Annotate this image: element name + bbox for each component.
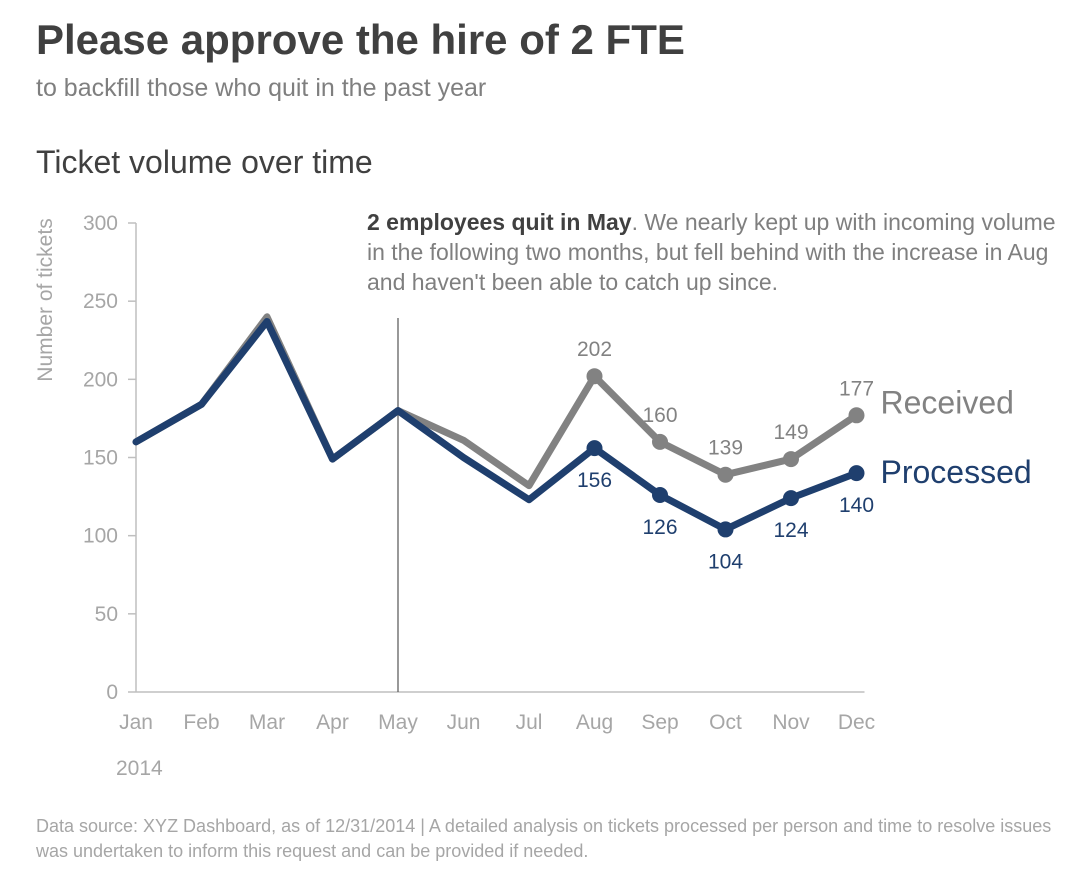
x-tick-label: Aug: [576, 711, 613, 734]
processed-value-label: 124: [773, 519, 808, 542]
y-tick-label: 50: [95, 603, 118, 626]
y-axis: 0 50 100 150 200 250 300 Number of tickets: [34, 212, 137, 704]
x-tick-label: Jun: [447, 711, 481, 734]
y-tick-label: 0: [106, 681, 118, 704]
x-tick-label: Feb: [183, 711, 219, 734]
processed-point: [717, 521, 734, 538]
received-series-line: [132, 313, 860, 490]
received-point: [848, 407, 865, 424]
y-tick-label: 300: [83, 212, 118, 235]
headline: Please approve the hire of 2 FTE: [36, 16, 685, 63]
annotation-text: . We nearly kept up with incoming volume…: [367, 209, 1056, 295]
received-value-label: 177: [839, 377, 874, 400]
series-lines: [132, 313, 865, 538]
y-tick-label: 150: [83, 447, 118, 470]
processed-value-label: 126: [642, 516, 677, 539]
x-axis: Jan Feb Mar Apr May Jun Jul Aug Sep Oct Nov Dec 2014: [116, 318, 875, 780]
subheadline: to backfill those who quit in the past y…: [36, 74, 487, 102]
y-axis-title: Number of tickets: [34, 218, 57, 381]
x-tick-label: Nov: [772, 711, 810, 734]
y-tick-label: 250: [83, 290, 118, 313]
data-source-footnote: Data source: XYZ Dashboard, as of 12/31/…: [36, 816, 1052, 861]
y-tick-label: 200: [83, 368, 118, 391]
received-value-label: 139: [708, 437, 743, 460]
x-tick-label: Apr: [316, 711, 349, 734]
processed-point: [783, 490, 799, 507]
processed-point: [652, 487, 668, 504]
processed-series-line: [132, 317, 860, 533]
x-tick-label: Oct: [709, 711, 742, 734]
processed-series-label: Processed: [881, 454, 1032, 490]
chart-annotation: 2 employees quit in May. We nearly kept …: [367, 207, 1067, 297]
received-value-label: 160: [642, 404, 677, 427]
received-series-label: Received: [881, 384, 1014, 420]
processed-point: [586, 440, 603, 457]
annotation-bold-text: 2 employees quit in May: [367, 209, 632, 235]
data-labels: 202 160 139 149 177 Received 156 126 104 124 140 Pr…: [577, 338, 1032, 573]
x-tick-label: Dec: [838, 711, 875, 734]
received-point: [652, 433, 668, 450]
received-point: [717, 466, 734, 483]
received-point: [783, 451, 799, 468]
processed-point: [848, 465, 865, 482]
processed-value-label: 156: [577, 469, 612, 492]
received-point: [586, 368, 603, 385]
x-tick-label: Jan: [119, 711, 153, 734]
x-tick-label: May: [378, 711, 418, 734]
y-tick-label: 100: [83, 525, 118, 548]
received-value-label: 202: [577, 338, 612, 361]
x-tick-label: Jul: [516, 711, 543, 734]
received-value-label: 149: [773, 421, 808, 444]
x-tick-label: Sep: [641, 711, 678, 734]
processed-value-label: 104: [708, 550, 743, 573]
chart-title: Ticket volume over time: [36, 144, 373, 180]
processed-value-label: 140: [839, 494, 874, 517]
x-tick-label: Mar: [249, 711, 285, 734]
ticket-volume-chart: 0 50 100 150 200 250 300 Number of tickets Jan F…: [34, 212, 1032, 780]
x-axis-year-label: 2014: [116, 757, 163, 780]
